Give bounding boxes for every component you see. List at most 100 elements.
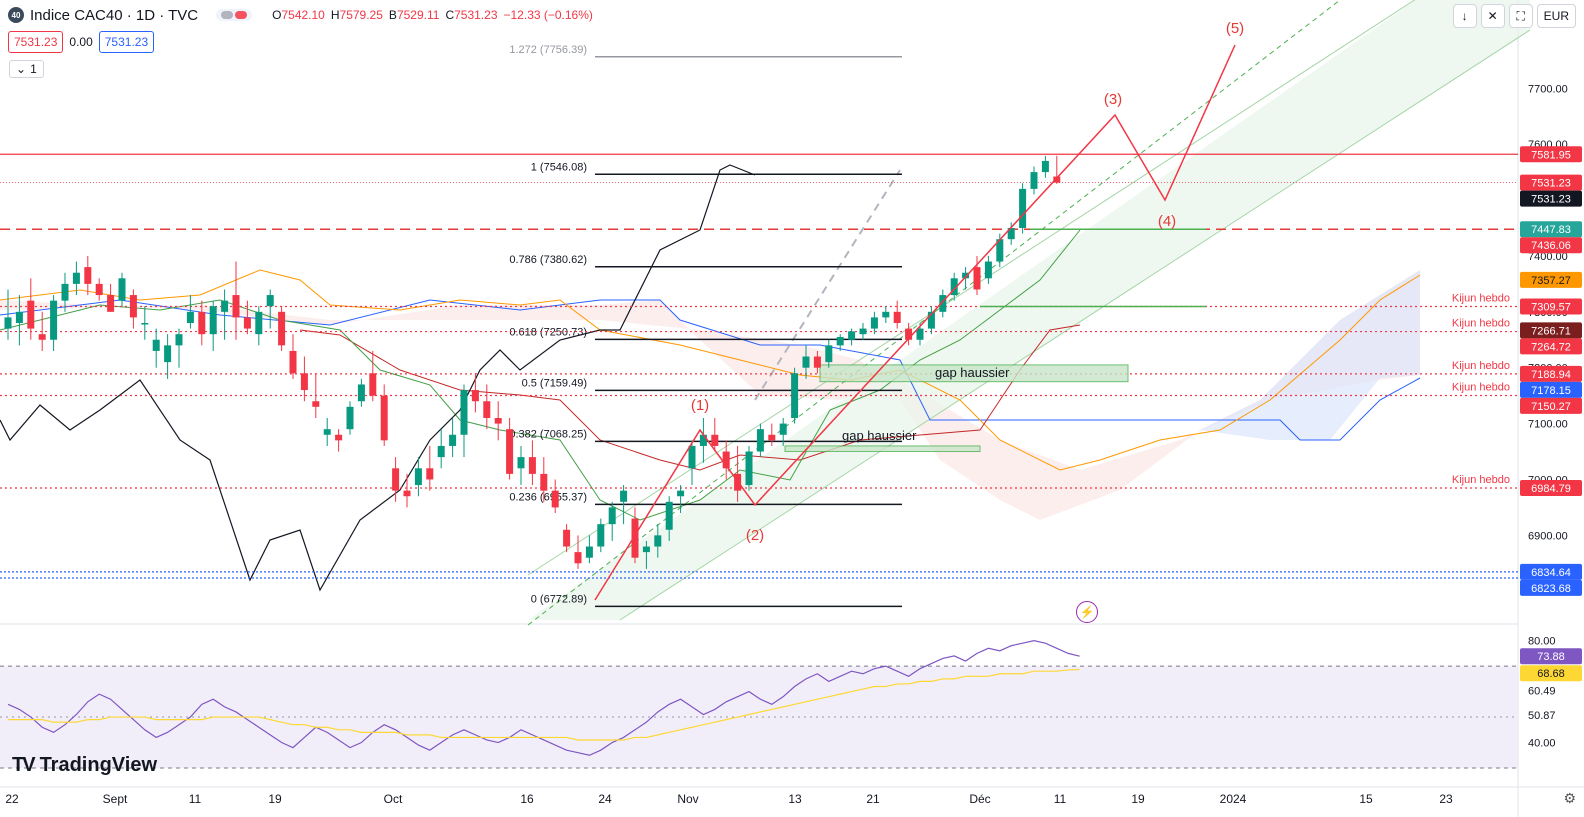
rsi-value-badge [1520, 648, 1582, 665]
candle-body [905, 328, 913, 340]
candle-body [642, 546, 650, 553]
kijun-line [0, 299, 1421, 441]
candle-body [608, 507, 616, 525]
senkou-a-line [0, 269, 1421, 471]
candle-body [369, 373, 377, 396]
chikou-line [299, 324, 1081, 471]
wave-label: (3) [1104, 91, 1122, 108]
fib-level-label: 1.272 (7756.39) [509, 44, 587, 56]
rsi-axis-tick: 50.87 [1528, 710, 1556, 722]
candle-body [357, 384, 365, 402]
buy-button[interactable]: 7531.23 [98, 31, 155, 53]
candle-body [460, 390, 468, 435]
close-icon[interactable]: ✕ [1480, 4, 1505, 28]
candle-body [335, 434, 343, 441]
candle-body [84, 267, 92, 284]
candle-body [563, 529, 571, 547]
price-axis-badge [1520, 397, 1582, 414]
candle-body [585, 546, 593, 558]
candle-body [129, 295, 137, 318]
channel-lower-line [619, 29, 1531, 621]
fib-level-label: 0.786 (7380.62) [509, 254, 587, 266]
price-axis-badge-label: 7531.23 [1531, 178, 1571, 190]
candle-body [61, 283, 69, 301]
tradingview-logo[interactable]: TV TradingView [12, 754, 157, 777]
candle-body [164, 345, 172, 363]
candle-body [346, 406, 354, 430]
wave-label: (4) [1158, 213, 1176, 230]
brand-name: TradingView [39, 754, 158, 776]
candle-body [813, 356, 821, 368]
candle-body [209, 306, 217, 335]
candle-body [597, 524, 605, 547]
candle-body [916, 328, 924, 340]
price-axis-badge [1520, 338, 1582, 355]
candle-body [950, 278, 958, 296]
fib-level-label: 0.5 (7159.49) [522, 377, 587, 389]
ichimoku-cloud-bullish [1200, 270, 1420, 440]
gap-zone [819, 364, 1129, 383]
candle-body [380, 395, 388, 441]
candle-body [152, 339, 160, 351]
gap-label: gap haussier [935, 365, 1010, 380]
candle-body [665, 501, 673, 530]
candle-body [289, 350, 297, 374]
candle-body [471, 390, 479, 402]
price-axis-badge-label: 7266.71 [1531, 325, 1571, 337]
price-axis-badge [1520, 237, 1582, 254]
maximize-icon[interactable]: ⛶ [1508, 4, 1533, 28]
price-axis-badge [1520, 579, 1582, 596]
fib-level-label: 0.618 (7250.73) [509, 326, 587, 338]
candle-body [50, 300, 58, 340]
symbol-title[interactable]: Indice CAC40 · 1D · TVC [30, 6, 199, 24]
candle-body [768, 434, 776, 441]
candle-body [95, 283, 103, 296]
bolt-icon[interactable]: ⚡ [1076, 601, 1098, 623]
price-axis-tick: 7700.00 [1528, 83, 1568, 95]
price-axis-tick: 7400.00 [1528, 251, 1568, 263]
time-axis-tick: Sept [103, 792, 128, 806]
candle-body [631, 518, 639, 558]
candle-body [403, 490, 411, 497]
time-axis-tick: Nov [677, 792, 698, 806]
candle-body [72, 272, 80, 284]
candle-body [506, 429, 514, 474]
change-value: −12.33 (−0.16%) [503, 8, 593, 22]
time-axis-tick: 11 [189, 792, 202, 806]
arrow-down-icon[interactable]: ↓ [1452, 4, 1477, 28]
candle-body [300, 373, 308, 391]
candle-body [15, 311, 23, 323]
projection-line [754, 169, 901, 401]
price-axis-badge [1520, 221, 1582, 238]
market-status-icon[interactable] [216, 9, 253, 21]
time-axis-tick: 24 [598, 792, 612, 806]
candle-body [791, 373, 799, 418]
gear-icon[interactable]: ⚙ [1563, 790, 1576, 806]
candle-body [243, 317, 251, 329]
candle-body [962, 272, 970, 279]
ohlc-values: O7542.10 H7579.25 B7529.11 C7531.23 −12.… [272, 8, 593, 22]
candle-body [141, 323, 149, 325]
indicators-toggle[interactable]: ⌄ 1 [9, 60, 44, 78]
price-axis-badge [1520, 190, 1582, 207]
candle-body [414, 468, 422, 486]
candle-body [722, 451, 730, 469]
candle-body [107, 295, 115, 312]
candle-body [426, 468, 434, 480]
time-axis-tick: 13 [788, 792, 802, 806]
candle-body [802, 356, 810, 368]
currency-button[interactable]: EUR [1536, 4, 1576, 28]
sell-button[interactable]: 7531.23 [8, 31, 64, 53]
candle-body [836, 336, 844, 346]
price-axis-badge [1520, 174, 1582, 191]
price-axis-badge-label: 6834.64 [1531, 567, 1571, 579]
price-axis-badge [1520, 563, 1582, 580]
time-axis-tick: 19 [268, 792, 282, 806]
fib-level-label: 0.236 (6955.37) [509, 491, 587, 503]
price-axis-tick: 7100.00 [1528, 419, 1568, 431]
candle-body [255, 311, 263, 335]
candle-body [779, 423, 787, 435]
window-toolbar: ↓ ✕ ⛶ EUR [1452, 4, 1576, 28]
candle-body [1007, 228, 1015, 240]
